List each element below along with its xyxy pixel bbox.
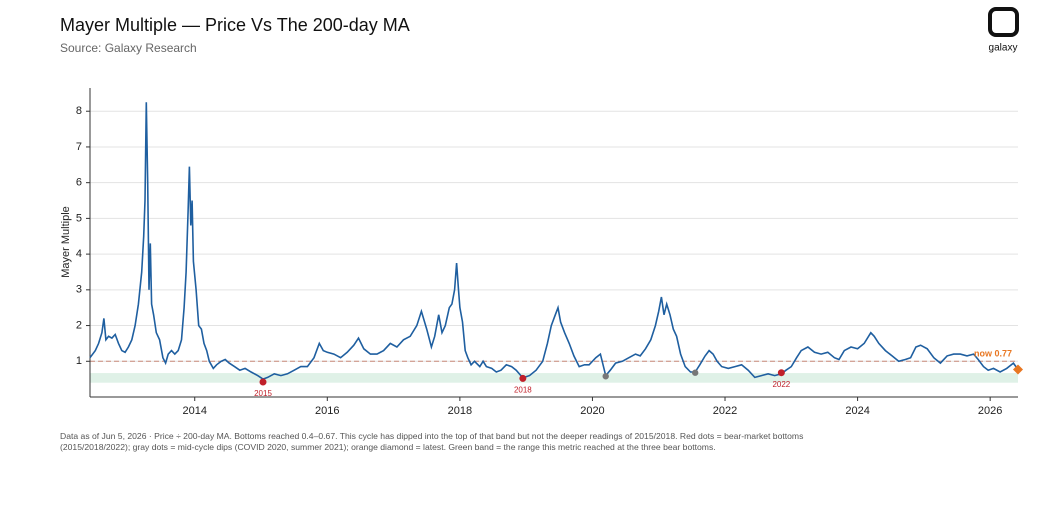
bottom-label: 2022 <box>772 380 790 389</box>
chart-title: Mayer Multiple — Price Vs The 200-day MA <box>60 15 410 35</box>
y-tick-label: 6 <box>76 177 82 189</box>
bottom-band <box>90 373 1018 383</box>
x-tick-label: 2020 <box>580 405 604 417</box>
bottom-dot <box>777 369 785 377</box>
y-tick-label: 5 <box>76 212 82 224</box>
x-tick-label: 2014 <box>182 405 206 417</box>
x-tick-label: 2024 <box>845 405 869 417</box>
y-tick-label: 2 <box>76 319 82 331</box>
y-tick-label: 1 <box>76 355 82 367</box>
logo-icon <box>988 7 1019 37</box>
bottom-dot <box>259 378 267 386</box>
y-axis-label: Mayer Multiple <box>60 206 72 278</box>
y-tick-label: 7 <box>76 141 82 153</box>
dip-dot <box>691 369 699 376</box>
logo-text: galaxy <box>989 43 1018 54</box>
footnote: Data as of Jun 5, 2026 · Price ÷ 200-day… <box>60 431 804 452</box>
y-tick-label: 3 <box>76 284 82 296</box>
y-tick-label: 4 <box>76 248 82 260</box>
y-tick-label: 8 <box>76 105 82 117</box>
bottom-dot <box>519 374 527 382</box>
x-tick-label: 2016 <box>315 405 339 417</box>
bottom-label: 2015 <box>254 389 272 398</box>
bottom-label: 2018 <box>514 386 532 395</box>
chart-subtitle: Source: Galaxy Research <box>60 41 197 55</box>
x-tick-label: 2022 <box>713 405 737 417</box>
x-tick-label: 2026 <box>978 405 1002 417</box>
dip-dot <box>602 373 609 380</box>
x-tick-label: 2018 <box>448 405 472 417</box>
latest-diamond <box>1013 364 1023 375</box>
series-line <box>89 102 1019 380</box>
latest-label: now 0.77 <box>974 349 1012 359</box>
